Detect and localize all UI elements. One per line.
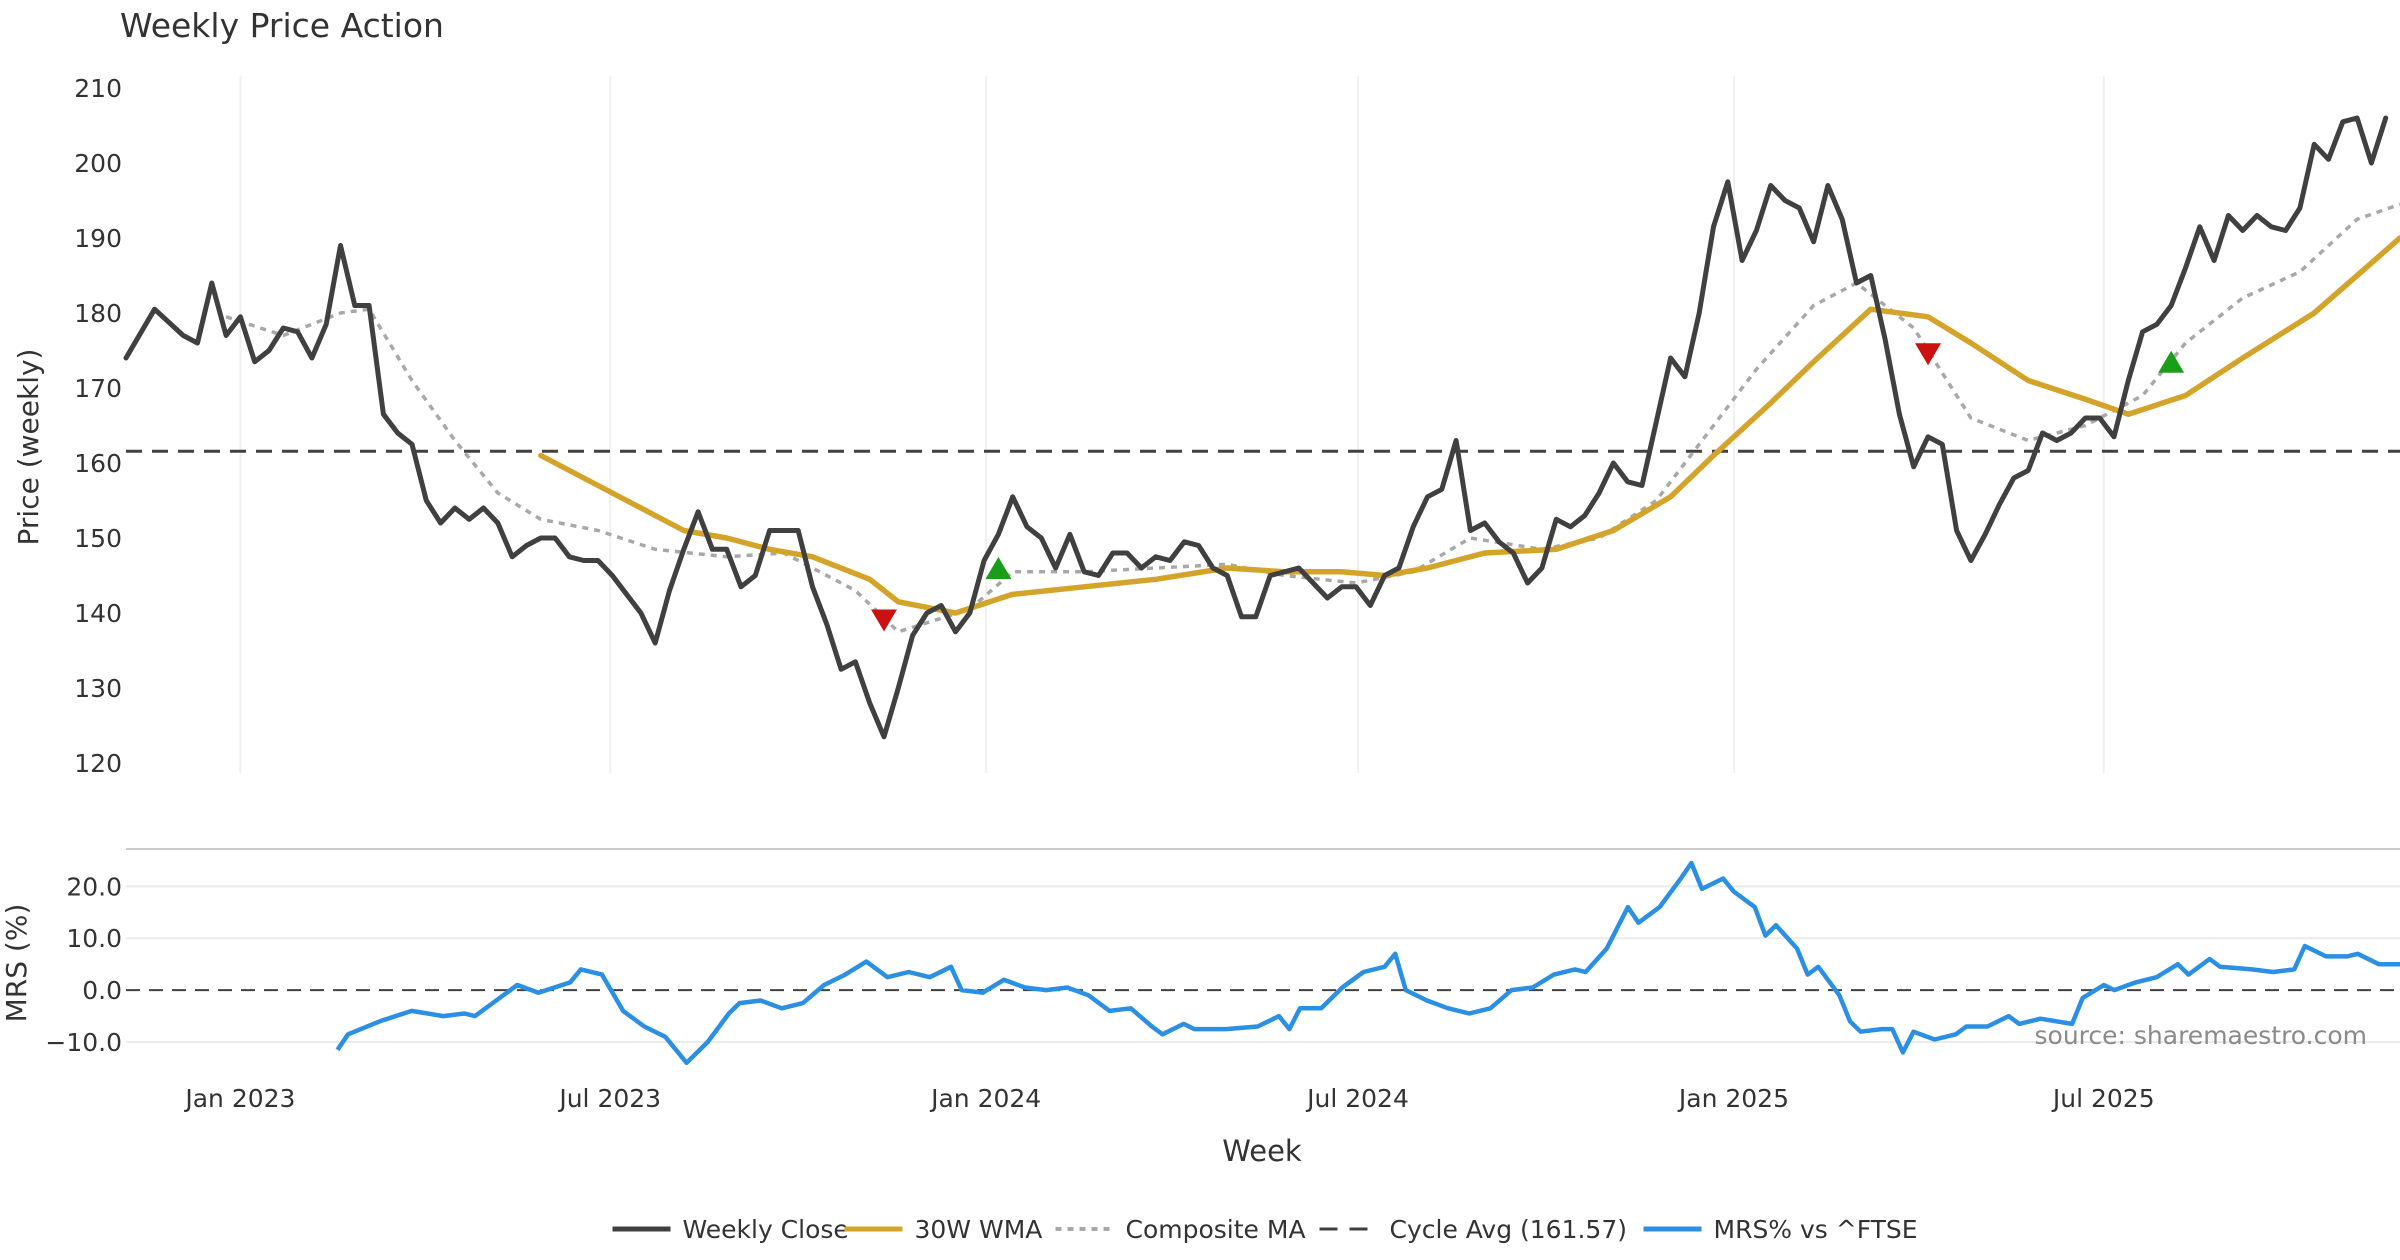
x-tick-label: Jul 2025 — [2051, 1084, 2155, 1113]
legend-entry: Composite MA — [1055, 1215, 1306, 1244]
mrs-y-tick-label: −10.0 — [45, 1028, 122, 1057]
signal-markers — [871, 343, 2185, 632]
legend-label: Cycle Avg (161.57) — [1390, 1215, 1628, 1244]
series-mrs-vs-ftse — [335, 860, 2400, 1066]
x-tick-label: Jan 2025 — [1677, 1084, 1789, 1113]
sell-signal-marker — [1915, 343, 1942, 366]
x-tick-label: Jul 2023 — [557, 1084, 661, 1113]
price-series — [123, 115, 2400, 740]
price-y-axis-label: Price (weekly) — [12, 349, 45, 546]
price-y-tick-label: 210 — [74, 74, 122, 103]
legend-entry: 30W WMA — [844, 1215, 1043, 1244]
legend-entry: Cycle Avg (161.57) — [1319, 1215, 1628, 1244]
mrs-series — [335, 860, 2400, 1066]
series-composite-ma — [225, 202, 2400, 634]
x-tick-label: Jan 2023 — [183, 1084, 295, 1113]
price-y-ticks: 120 130 140 150 160 170 180 190 200 210 — [74, 74, 122, 778]
legend-label: 30W WMA — [915, 1215, 1043, 1244]
price-gridlines — [239, 76, 2105, 773]
series-weekly-close — [123, 115, 2389, 740]
buy-signal-marker — [985, 557, 1012, 579]
price-y-tick-label: 200 — [74, 149, 122, 178]
x-tick-label: Jan 2024 — [929, 1084, 1041, 1113]
legend-label: Weekly Close — [683, 1215, 849, 1244]
mrs-y-tick-label: 20.0 — [66, 872, 122, 901]
x-axis-label: Week — [1222, 1134, 1302, 1168]
x-ticks: Jan 2023 Jul 2023 Jan 2024 Jul 2024 Jan 2025… — [183, 1084, 2154, 1113]
price-y-tick-label: 130 — [74, 674, 122, 703]
legend-entry: Weekly Close — [612, 1215, 849, 1244]
price-y-tick-label: 160 — [74, 449, 122, 478]
legend-label: Composite MA — [1126, 1215, 1306, 1244]
price-y-tick-label: 140 — [74, 599, 122, 628]
mrs-panel: −10.0 0.0 10.0 20.0 MRS (%) source: sharema… — [0, 860, 2400, 1066]
legend-label: MRS% vs ^FTSE — [1714, 1215, 1918, 1244]
price-y-tick-label: 170 — [74, 374, 122, 403]
legend-entry: MRS% vs ^FTSE — [1643, 1215, 1918, 1244]
price-y-tick-label: 190 — [74, 224, 122, 253]
series-30w-wma — [538, 235, 2400, 616]
price-panel: 120 130 140 150 160 170 180 190 200 210 Price (we… — [12, 74, 2400, 778]
source-credit: source: sharemaestro.com — [2035, 1021, 2368, 1050]
buy-signal-marker — [2158, 350, 2185, 373]
mrs-gridlines — [126, 885, 2400, 1044]
legend: Weekly Close 30W WMA Composite MA Cycle Avg… — [612, 1215, 1918, 1244]
mrs-y-axis-label: MRS (%) — [0, 904, 33, 1023]
mrs-y-tick-label: 0.0 — [82, 976, 122, 1005]
price-y-tick-label: 150 — [74, 524, 122, 553]
x-tick-label: Jul 2024 — [1305, 1084, 1409, 1113]
chart-title: Weekly Price Action — [120, 6, 444, 45]
sell-signal-marker — [871, 609, 897, 632]
price-y-tick-label: 120 — [74, 749, 122, 778]
mrs-y-ticks: −10.0 0.0 10.0 20.0 — [45, 872, 122, 1057]
mrs-y-tick-label: 10.0 — [66, 924, 122, 953]
price-y-tick-label: 180 — [74, 299, 122, 328]
